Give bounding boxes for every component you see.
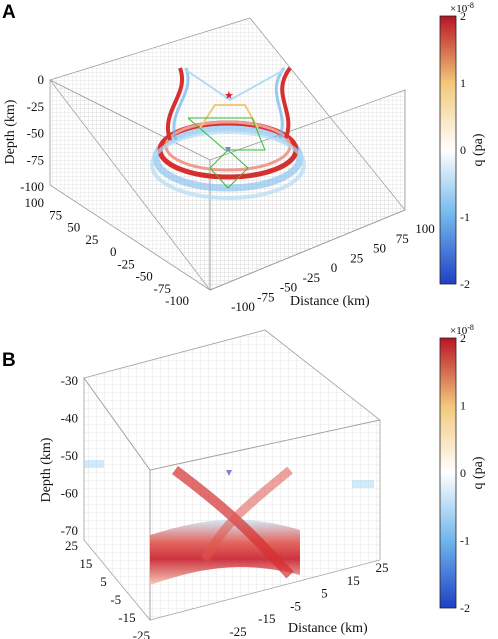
tick-b-depth-0: -30 xyxy=(61,373,78,388)
tick-a-depth-2: -50 xyxy=(27,126,44,141)
axis-label-distance-b: Distance (km) xyxy=(288,621,368,636)
axis-label-depth-b: Depth (km) xyxy=(39,437,54,502)
tick-b-x-4: 15 xyxy=(347,573,360,588)
tick-b-depth-1: -40 xyxy=(61,411,78,426)
triangle-marker-a xyxy=(225,147,231,152)
colorbar-a-scale xyxy=(439,15,457,285)
cube-a-right-face xyxy=(209,89,406,291)
tick-a-x-0: -100 xyxy=(231,299,255,314)
colorbar-b-label: q (pa) xyxy=(471,456,486,489)
tick-a-y-8: -100 xyxy=(165,293,189,308)
tick-a-y-7: -75 xyxy=(154,281,171,296)
colorbar-a-tick-3: -1 xyxy=(460,210,470,224)
tick-a-y-5: -25 xyxy=(117,256,134,271)
tick-b-x-3: 5 xyxy=(321,586,328,601)
tick-a-x-2: -50 xyxy=(280,280,297,295)
tick-b-y-1: 15 xyxy=(79,556,92,571)
tick-b-x-0: -25 xyxy=(229,624,246,639)
tick-a-x-3: -25 xyxy=(303,270,320,285)
colorbar-a-tick-0: 2 xyxy=(460,9,466,23)
tick-a-y-2: 50 xyxy=(67,220,80,235)
panel-letter-b: B xyxy=(2,350,16,371)
tick-b-depth-3: -60 xyxy=(61,486,78,501)
colorbar-a-tick-2: 0 xyxy=(460,143,466,157)
wavefield-a xyxy=(150,66,306,200)
tick-a-y-0: 100 xyxy=(25,195,45,210)
tick-b-depth-4: -70 xyxy=(61,523,78,538)
tick-a-depth-1: -25 xyxy=(27,99,44,114)
tick-a-x-1: -75 xyxy=(257,289,274,304)
tick-a-depth-0: 0 xyxy=(38,72,45,87)
tick-a-depth-3: -75 xyxy=(27,152,44,167)
colorbar-b-tick-1: 1 xyxy=(460,399,466,413)
colorbar-a: ×10-8 2 1 0 -1 -2 q (pa) xyxy=(439,1,486,291)
colorbar-b-tick-0: 2 xyxy=(460,331,466,345)
wavefield-b xyxy=(84,460,374,585)
tick-b-y-4: -15 xyxy=(118,610,135,625)
tick-b-y-2: 5 xyxy=(100,574,107,589)
colorbar-a-tick-4: -2 xyxy=(460,277,470,291)
tick-b-x-1: -15 xyxy=(258,611,275,626)
tick-a-depth-4: -100 xyxy=(20,179,44,194)
colorbar-b-exponent: ×10-8 xyxy=(450,323,474,337)
tick-b-x-5: 25 xyxy=(376,560,389,575)
colorbar-b: ×10-8 2 1 0 -1 -2 q (pa) xyxy=(439,323,486,615)
colorbar-a-exponent: ×10-8 xyxy=(450,1,474,15)
tick-a-x-5: 25 xyxy=(350,250,363,265)
axis-label-depth-a: Depth (km) xyxy=(3,99,18,164)
tick-a-y-1: 75 xyxy=(49,207,62,222)
star-marker-a: ★ xyxy=(224,90,234,102)
tick-a-x-8: 100 xyxy=(415,221,435,236)
colorbar-a-label: q (pa) xyxy=(471,133,486,166)
panel-letter-a: A xyxy=(2,2,16,23)
tick-b-y-5: -25 xyxy=(133,628,150,639)
tick-b-depth-2: -50 xyxy=(61,448,78,463)
fault-outline-a xyxy=(187,117,266,189)
colorbar-b-tick-2: 0 xyxy=(460,466,466,480)
panel-a: A ★ 0-25-50- xyxy=(2,1,486,314)
colorbar-a-tick-1: 1 xyxy=(460,76,466,90)
tick-a-y-4: 0 xyxy=(110,244,117,259)
tick-b-x-2: -5 xyxy=(290,598,301,613)
tick-a-x-6: 50 xyxy=(373,241,386,256)
axis-label-distance-a: Distance (km) xyxy=(290,294,370,309)
tick-b-y-3: -5 xyxy=(110,592,121,607)
tick-a-x-4: 0 xyxy=(331,260,338,275)
colorbar-b-tick-3: -1 xyxy=(460,534,470,548)
colorbar-b-tick-4: -2 xyxy=(460,601,470,615)
triangle-marker-b xyxy=(226,470,232,476)
tick-b-y-0: 25 xyxy=(65,538,78,553)
colorbar-b-scale xyxy=(439,337,457,609)
tick-a-y-3: 25 xyxy=(85,232,98,247)
tick-a-y-6: -50 xyxy=(135,269,152,284)
tick-a-x-7: 75 xyxy=(396,231,409,246)
